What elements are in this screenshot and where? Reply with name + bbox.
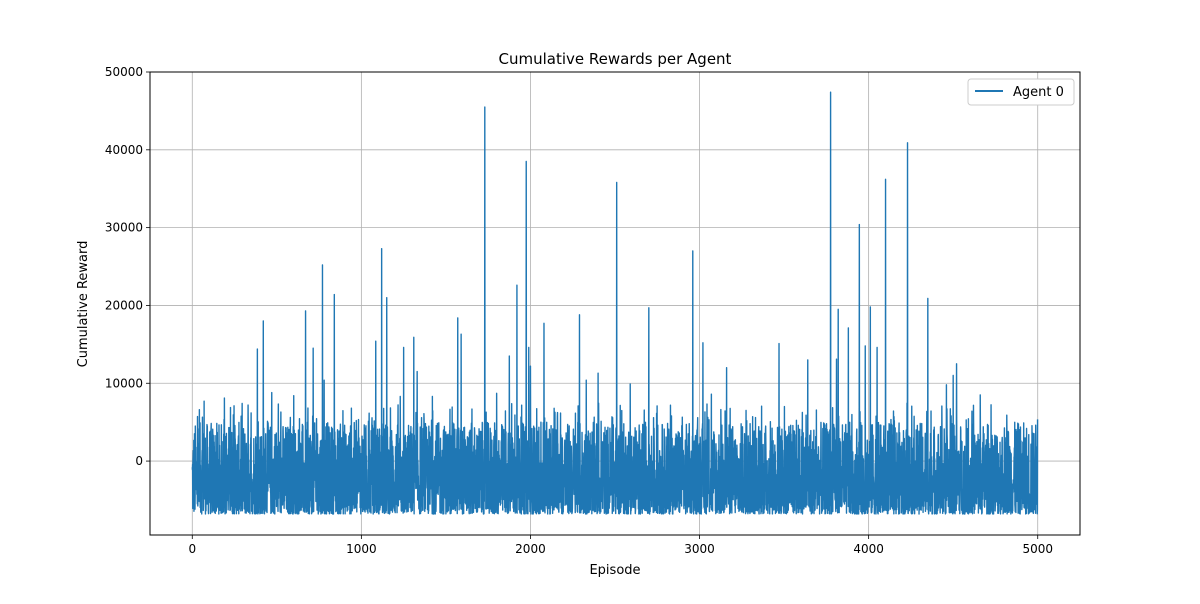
y-tick-label: 0 bbox=[135, 454, 143, 468]
x-tick-label: 2000 bbox=[515, 542, 546, 556]
series-line-agent-0 bbox=[191, 91, 1039, 515]
legend: Agent 0 bbox=[967, 78, 1075, 106]
x-tick-label: 5000 bbox=[1022, 542, 1053, 556]
x-tick-label: 3000 bbox=[684, 542, 715, 556]
chart-title: Cumulative Rewards per Agent bbox=[499, 50, 732, 68]
y-tick-label: 30000 bbox=[105, 221, 143, 235]
legend-box bbox=[967, 78, 1075, 106]
y-axis-label: Cumulative Reward bbox=[76, 241, 91, 368]
x-axis-label: Episode bbox=[589, 563, 640, 578]
y-axis: 0 10000 20000 30000 40000 50000 bbox=[105, 65, 150, 468]
plot-frame bbox=[149, 71, 1081, 536]
legend-label-agent-0: Agent 0 bbox=[1013, 85, 1064, 100]
series-layer bbox=[191, 91, 1039, 515]
x-tick-label: 1000 bbox=[346, 542, 377, 556]
x-axis: 0 1000 2000 3000 4000 5000 bbox=[188, 535, 1053, 556]
y-tick-label: 40000 bbox=[105, 143, 143, 157]
y-tick-label: 50000 bbox=[105, 65, 143, 79]
y-tick-label: 10000 bbox=[105, 376, 143, 390]
x-tick-label: 4000 bbox=[853, 542, 884, 556]
y-tick-label: 20000 bbox=[105, 298, 143, 312]
x-tick-label: 0 bbox=[188, 542, 196, 556]
